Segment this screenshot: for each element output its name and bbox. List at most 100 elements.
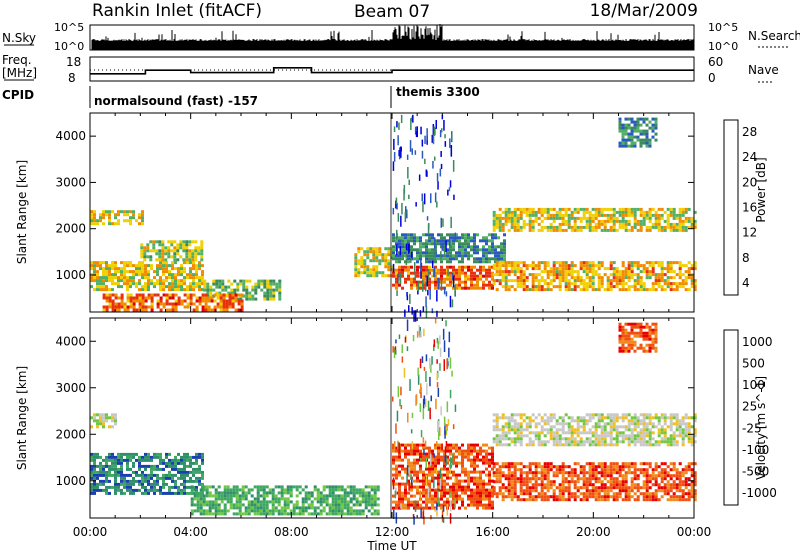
velocity-cell <box>585 483 589 487</box>
power-cell <box>230 282 234 286</box>
velocity-cell <box>588 492 592 496</box>
velocity-cell <box>491 479 494 483</box>
velocity-cell <box>153 455 156 459</box>
velocity-cell <box>591 492 595 496</box>
power-cell <box>525 276 529 280</box>
velocity-cell <box>567 483 571 487</box>
velocity-cell <box>473 500 476 504</box>
power-cell <box>543 210 547 214</box>
cpid-segment-themis: themis 3300 <box>396 85 480 99</box>
power-cell <box>204 308 208 312</box>
power-cell <box>672 261 676 265</box>
power-cell <box>543 264 547 268</box>
velocity-cell <box>217 494 221 498</box>
power-cell <box>492 210 496 214</box>
velocity-cell <box>482 458 485 462</box>
velocity-cell <box>120 479 123 483</box>
velocity-cell <box>522 492 526 496</box>
power-cell <box>443 280 446 284</box>
power-cell <box>263 279 267 283</box>
power-cell <box>398 150 400 157</box>
power-cell <box>570 270 574 274</box>
velocity-cell <box>244 485 248 489</box>
power-cell <box>426 135 428 145</box>
velocity-cell <box>102 425 105 429</box>
power-cell <box>111 282 114 286</box>
power-cell <box>672 228 676 232</box>
velocity-cell <box>147 464 150 468</box>
power-cell <box>416 236 419 240</box>
power-cell <box>105 279 108 283</box>
power-cell <box>675 282 679 286</box>
power-cell <box>609 288 613 292</box>
power-cell <box>165 293 169 297</box>
power-cell <box>567 216 571 220</box>
power-cell <box>558 210 562 214</box>
power-cell <box>372 250 376 254</box>
velocity-cell <box>495 495 499 499</box>
velocity-cell <box>283 506 287 510</box>
power-cell <box>503 233 506 237</box>
velocity-cell <box>223 512 227 516</box>
power-cell <box>231 296 235 300</box>
power-cell <box>639 129 643 133</box>
velocity-cell <box>537 465 541 469</box>
power-cell <box>681 282 685 286</box>
power-cell <box>630 120 634 124</box>
velocity-cell <box>174 461 177 465</box>
velocity-cell <box>340 500 344 504</box>
power-cell <box>431 254 434 258</box>
power-cell <box>666 264 670 268</box>
velocity-cell <box>174 455 177 459</box>
velocity-cell <box>473 467 476 471</box>
power-cell <box>366 274 370 278</box>
velocity-cell <box>485 455 488 459</box>
power-cell <box>93 267 96 271</box>
velocity-cell <box>298 485 302 489</box>
velocity-cell <box>171 491 174 495</box>
velocity-cell <box>458 488 461 492</box>
power-cell <box>135 308 139 312</box>
power-cell <box>546 273 550 277</box>
velocity-cell <box>186 473 189 477</box>
velocity-cell <box>555 486 559 490</box>
power-cell <box>179 246 183 250</box>
power-cell <box>440 236 443 240</box>
power-cell <box>675 225 679 229</box>
power-cell <box>645 144 649 148</box>
velocity-cell <box>132 479 135 483</box>
power-cell <box>392 233 395 237</box>
power-cell <box>397 135 399 146</box>
power-cell <box>416 248 419 253</box>
power-cell <box>111 302 115 306</box>
power-cell <box>573 285 577 289</box>
velocity-cell <box>259 485 263 489</box>
velocity-cell <box>132 476 135 480</box>
power-cell <box>498 273 502 277</box>
power-cell <box>431 236 434 240</box>
power-cell <box>155 249 159 253</box>
power-cell <box>594 216 598 220</box>
power-cell <box>225 299 229 303</box>
power-cell <box>198 261 201 265</box>
power-cell <box>588 228 592 232</box>
power-cell <box>525 285 529 289</box>
velocity-cell <box>262 497 266 501</box>
power-cell <box>416 274 419 278</box>
power-cell <box>114 216 117 220</box>
power-cell <box>684 282 688 286</box>
power-cell <box>213 305 217 309</box>
velocity-cell <box>244 491 248 495</box>
power-cell <box>428 248 431 252</box>
power-cell <box>158 255 162 259</box>
power-cell <box>425 233 428 237</box>
power-cell <box>645 213 649 217</box>
velocity-cell <box>159 461 162 465</box>
power-cell <box>188 255 192 259</box>
velocity-cell <box>495 474 499 478</box>
velocity-cell <box>467 503 470 507</box>
power-cell <box>422 254 425 258</box>
power-cell <box>579 267 583 271</box>
power-cell <box>138 213 141 217</box>
velocity-cell <box>600 471 604 475</box>
